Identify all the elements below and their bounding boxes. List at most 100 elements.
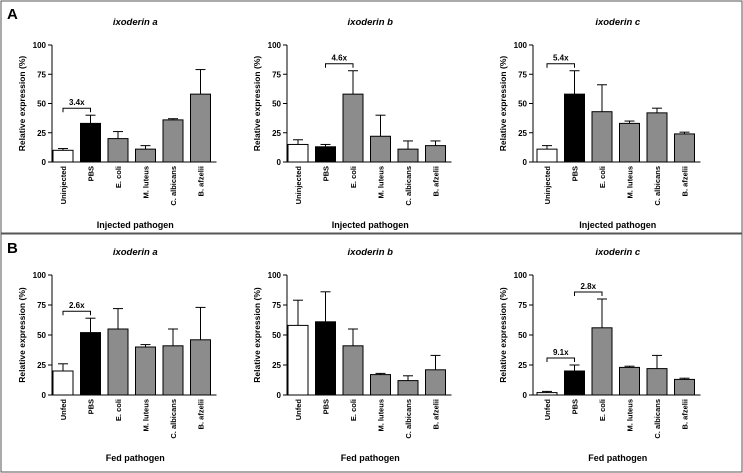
chart-2-ytick-label: 50 <box>272 100 281 109</box>
chart-1-ylabel: Relative expression (%) <box>17 56 27 152</box>
chart-5-ytick-label: 25 <box>272 361 281 370</box>
chart-5-ytick-label: 0 <box>277 391 282 400</box>
chart-6-ytick-label: 100 <box>514 271 528 280</box>
chart-4-ytick-label: 25 <box>37 361 46 370</box>
chart-1-ytick-label: 100 <box>33 41 47 50</box>
chart-1-ytick-label: 50 <box>37 100 46 109</box>
chart-2-bar <box>315 146 336 163</box>
chart-4-bar <box>135 346 156 396</box>
chart-2-category-label: B. afzelii <box>432 166 441 196</box>
chart-4-category-label: Unfed <box>59 399 68 421</box>
chart-4-ytick-label: 100 <box>33 271 47 280</box>
chart-2-bar <box>342 93 364 163</box>
chart-4-fold-label: 2.6x <box>69 301 85 310</box>
chart-3-ytick-label: 75 <box>518 70 527 79</box>
chart-1-category-label: B. afzelii <box>197 166 206 196</box>
chart-4-ytick-label: 50 <box>37 331 46 340</box>
chart-1-category-label: C. albicans <box>169 166 178 206</box>
chart-1-bar <box>52 149 74 163</box>
chart-4-bar <box>162 345 184 396</box>
chart-2-ytick-label: 0 <box>277 158 282 167</box>
chart-6-ytick-label: 75 <box>518 301 527 310</box>
chart-6-fold-bracket <box>546 357 575 362</box>
chart-3-bar <box>564 93 585 163</box>
chart-5-category-label: M. luteus <box>377 399 386 432</box>
chart-1-category-label: M. luteus <box>142 166 151 199</box>
chart-3-ytick-label: 100 <box>514 41 528 50</box>
chart-1-category-label: Uninjected <box>59 166 68 205</box>
chart-2-category-label: C. albicans <box>404 166 413 206</box>
chart-4-category-label: B. afzelii <box>197 399 206 429</box>
chart-6-bar <box>619 366 640 396</box>
chart-2-category-label: M. luteus <box>377 166 386 199</box>
chart-5-bar <box>287 324 309 396</box>
chart-4-xlabel: Fed pathogen <box>106 453 165 463</box>
chart-4-ylabel: Relative expression (%) <box>17 287 27 383</box>
chart-6-fold-bracket <box>574 291 603 296</box>
chart-1-fold-bracket <box>62 107 91 113</box>
chart-2-fold-label: 4.6x <box>331 54 347 63</box>
chart-2-ytick-label: 75 <box>272 70 281 79</box>
chart-1-xlabel: Injected pathogen <box>97 220 174 230</box>
chart-5-category-label: C. albicans <box>404 399 413 439</box>
chart-3-ylabel: Relative expression (%) <box>498 56 508 152</box>
chart-3-bar <box>536 148 558 163</box>
chart-1-bar <box>135 148 156 163</box>
chart-4-ytick-label: 75 <box>37 301 46 310</box>
chart-5-ylabel: Relative expression (%) <box>252 287 262 383</box>
chart-4-bar <box>190 339 211 396</box>
chart-2-category-label: Uninjected <box>294 166 303 205</box>
chart-1-ytick-label: 75 <box>37 70 46 79</box>
chart-5-category-label: B. afzelii <box>432 399 441 429</box>
chart-6-bar <box>564 370 585 396</box>
chart-4-ytick-label: 0 <box>42 391 47 400</box>
chart-6-bar <box>591 327 613 396</box>
chart-5-bar <box>370 374 391 396</box>
chart-6-ylabel: Relative expression (%) <box>498 287 508 383</box>
chart-1-category-label: E. coli <box>114 166 123 188</box>
chart-1-bar <box>162 119 184 163</box>
chart-6-category-label: E. coli <box>598 399 607 421</box>
panel-a-frame <box>0 0 743 234</box>
chart-6-ytick-label: 50 <box>518 331 527 340</box>
chart-5-title: ixoderin b <box>348 247 394 258</box>
chart-6-ytick-label: 0 <box>523 391 528 400</box>
chart-2-xlabel: Injected pathogen <box>332 220 409 230</box>
chart-6-category-label: B. afzelii <box>681 399 690 429</box>
chart-1-bar <box>107 138 129 163</box>
chart-6-ytick-label: 25 <box>518 361 527 370</box>
chart-3-xlabel: Injected pathogen <box>579 220 656 230</box>
chart-5-bar <box>397 380 419 396</box>
chart-4-bar <box>52 370 74 396</box>
chart-1-fold-label: 3.4x <box>69 98 85 107</box>
panel-a-letter: A <box>7 6 18 23</box>
chart-5-category-label: PBS <box>322 399 331 414</box>
chart-5-bar <box>315 321 336 396</box>
chart-6-bar <box>646 368 668 396</box>
chart-2-bar <box>287 143 309 163</box>
chart-3-ytick-label: 50 <box>518 100 527 109</box>
chart-2-ytick-label: 100 <box>268 41 282 50</box>
chart-1-title: ixoderin a <box>113 17 158 28</box>
chart-2-bar <box>397 148 419 163</box>
chart-1-ytick-label: 0 <box>42 158 47 167</box>
chart-3-category-label: E. coli <box>598 166 607 188</box>
chart-1-category-label: PBS <box>87 166 96 181</box>
chart-3-fold-bracket <box>546 63 575 68</box>
chart-3-ytick-label: 25 <box>518 129 527 138</box>
panel-b-letter: B <box>7 240 18 257</box>
chart-2-category-label: PBS <box>322 166 331 181</box>
chart-6-bar <box>674 378 695 396</box>
charts-layer: ixoderin a Relative expression (%) 0 25 50 75… <box>17 17 701 463</box>
chart-4-category-label: E. coli <box>114 399 123 421</box>
chart-3-category-label: B. afzelii <box>681 166 690 196</box>
chart-6-fold-label: 9.1x <box>553 348 569 357</box>
chart-3-bar <box>646 112 668 163</box>
chart-4-category-label: M. luteus <box>142 399 151 432</box>
chart-2-ylabel: Relative expression (%) <box>252 56 262 152</box>
chart-6-category-label: Unfed <box>543 399 552 421</box>
chart-3-category-label: Uninjected <box>543 166 552 205</box>
chart-5-xlabel: Fed pathogen <box>341 453 400 463</box>
chart-2-category-label: E. coli <box>349 166 358 188</box>
